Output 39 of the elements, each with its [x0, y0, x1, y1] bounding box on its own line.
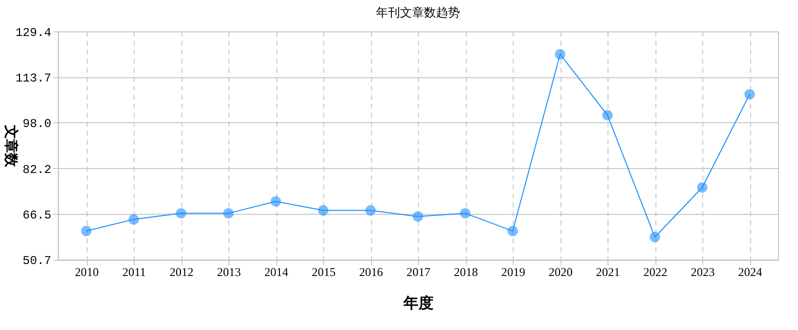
y-axis-title: 文章数 [2, 124, 20, 168]
x-tick-label: 2012 [170, 265, 194, 280]
point [744, 89, 755, 100]
x-tick-label: 2021 [596, 265, 620, 280]
point [128, 214, 139, 225]
point [81, 226, 92, 236]
point [554, 49, 566, 60]
y-tick-label: 129.4 [15, 26, 52, 40]
point [176, 208, 186, 219]
point [650, 232, 660, 242]
point [318, 205, 328, 216]
x-tick-label: 2022 [643, 265, 668, 280]
y-tick-label: 113.7 [15, 71, 52, 86]
x-tick-label: 2018 [454, 265, 478, 280]
y-tick-label: 98.0 [22, 116, 52, 131]
chart-title: 年刊文章数趋势 [376, 5, 460, 20]
x-tick-label: 2019 [501, 265, 526, 280]
point [270, 196, 282, 207]
x-tick-label: 2015 [312, 265, 336, 280]
x-tick-label: 2016 [359, 265, 384, 280]
x-tick-label: 2017 [406, 265, 430, 280]
y-tick-label: 82.2 [22, 162, 52, 177]
point [365, 205, 376, 216]
y-tick-label: 66.5 [22, 208, 52, 222]
x-tick-label: 2013 [216, 265, 241, 280]
y-tick-label: 50.7 [22, 254, 52, 268]
point [460, 208, 471, 219]
point [697, 182, 708, 193]
x-tick-label: 2024 [738, 265, 762, 280]
x-tick-label: 2023 [690, 265, 715, 280]
x-tick-label: 2010 [74, 265, 99, 280]
point [223, 208, 234, 219]
x-tick-label: 2011 [122, 265, 146, 280]
point [412, 211, 424, 222]
x-tick-label: 2014 [264, 265, 288, 280]
point [507, 226, 518, 236]
point [602, 110, 613, 120]
x-axis-title: 年度 [402, 294, 434, 312]
x-tick-label: 2020 [548, 265, 573, 280]
